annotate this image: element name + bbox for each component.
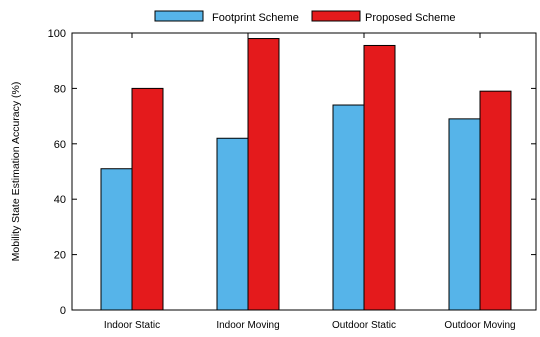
y-axis-title: Mobility State Estimation Accuracy (%)	[10, 82, 22, 262]
y-axis-ticks: 0 20 40 60 80 100	[48, 28, 536, 317]
plot-frame	[71, 32, 537, 311]
bars	[100, 38, 512, 311]
legend-swatch-0	[154, 10, 204, 22]
bar-proposed-3	[479, 90, 512, 311]
legend-label-1: Proposed Scheme	[365, 12, 456, 24]
y-tick-label: 60	[54, 139, 66, 151]
legend-label-0: Footprint Scheme	[212, 12, 299, 24]
bar-footprint-3	[448, 118, 481, 311]
category-label: Indoor Moving	[216, 320, 279, 331]
bar-footprint-1	[216, 137, 249, 311]
category-labels: Indoor Static Indoor Moving Outdoor Static…	[104, 33, 516, 331]
y-tick-label: 80	[54, 83, 66, 95]
y-tick-label: 40	[54, 194, 66, 206]
bar-footprint-2	[332, 104, 365, 311]
category-label: Indoor Static	[104, 320, 160, 331]
bar-footprint-0	[100, 168, 133, 311]
bar-proposed-0	[131, 87, 164, 311]
bar-proposed-1	[247, 38, 280, 311]
legend: Footprint Scheme Proposed Scheme	[154, 10, 456, 24]
category-label: Outdoor Static	[332, 320, 396, 331]
legend-swatch-1	[311, 10, 361, 22]
y-tick-label: 20	[54, 250, 66, 262]
y-tick-label: 0	[60, 305, 66, 317]
bar-proposed-2	[363, 44, 396, 311]
category-label: Outdoor Moving	[444, 320, 515, 331]
y-tick-label: 100	[48, 28, 66, 40]
